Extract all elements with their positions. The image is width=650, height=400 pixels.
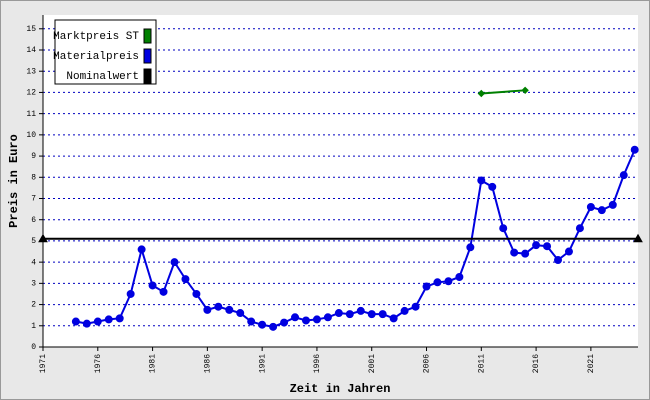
point (564, 247, 573, 256)
point (554, 256, 563, 265)
y-tick-label: 6 (31, 216, 36, 225)
point (543, 242, 552, 251)
x-tick-label: 1981 (149, 354, 158, 373)
legend-swatch (143, 68, 152, 84)
point (477, 176, 486, 185)
point (247, 317, 256, 326)
y-tick-label: 8 (31, 173, 36, 182)
point (499, 224, 508, 233)
point (203, 305, 212, 314)
point (400, 306, 409, 315)
series-line (75, 149, 636, 328)
point (389, 314, 398, 323)
y-tick-label: 12 (26, 89, 36, 98)
point (597, 206, 606, 215)
point (433, 278, 442, 287)
x-tick-label: 1991 (258, 354, 267, 373)
legend-label: Marktpreis ST (53, 31, 139, 43)
y-tick-label: 1 (31, 322, 36, 331)
point (38, 233, 48, 243)
point (71, 317, 80, 326)
point (411, 302, 420, 311)
point (93, 317, 102, 326)
point (477, 89, 486, 98)
point (378, 310, 387, 319)
point (115, 314, 124, 323)
legend: Marktpreis ST Materialpreis Nominalwert (53, 19, 157, 85)
x-tick-label: 1986 (203, 354, 212, 373)
point (280, 318, 289, 327)
point (104, 315, 113, 324)
point (633, 233, 643, 243)
point (159, 287, 168, 296)
y-tick-label: 11 (26, 110, 36, 119)
point (258, 320, 267, 329)
y-tick-label: 7 (31, 195, 36, 204)
point (334, 309, 343, 318)
point (521, 86, 529, 95)
point (444, 277, 453, 286)
x-tick-label: 1976 (94, 354, 103, 373)
point (356, 306, 365, 315)
y-axis-title: Preis in Euro (7, 134, 21, 228)
y-tick-label: 4 (31, 258, 36, 267)
point (367, 310, 376, 319)
y-tick-label: 13 (26, 67, 36, 76)
point (225, 305, 234, 314)
point (488, 182, 497, 191)
point (214, 302, 223, 311)
y-tick-label: 5 (31, 237, 36, 246)
x-tick-label: 2006 (423, 354, 432, 373)
point (521, 249, 530, 258)
point (148, 281, 157, 290)
x-tick-label: 2016 (532, 354, 541, 373)
point (323, 313, 332, 322)
legend-label: Materialpreis (53, 51, 139, 63)
point (630, 145, 639, 154)
legend-box (54, 19, 157, 85)
x-tick-label: 2021 (587, 354, 596, 373)
point (181, 275, 190, 284)
point (586, 202, 595, 211)
point (608, 200, 617, 209)
point (532, 241, 541, 250)
y-tick-label: 9 (31, 152, 36, 161)
point (455, 272, 464, 281)
point (422, 282, 431, 291)
point (575, 224, 584, 233)
point (126, 289, 135, 298)
x-tick-label: 2011 (477, 354, 486, 373)
point (269, 322, 278, 331)
y-tick-label: 15 (26, 25, 36, 34)
point (236, 309, 245, 318)
point (301, 316, 310, 325)
y-tick-label: 0 (31, 343, 36, 352)
x-tick-label: 1996 (313, 354, 322, 373)
point (192, 289, 201, 298)
point (82, 319, 91, 328)
point (170, 258, 179, 267)
x-tick-label: 1971 (39, 354, 48, 373)
point (291, 313, 300, 322)
point (137, 245, 146, 254)
y-tick-label: 14 (26, 46, 36, 55)
point (312, 315, 321, 324)
point (466, 243, 475, 252)
legend-swatch (143, 28, 152, 44)
y-tick-label: 2 (31, 301, 36, 310)
point (345, 310, 354, 319)
y-tick-label: 10 (26, 131, 36, 140)
point (619, 171, 628, 180)
series-line (481, 89, 526, 95)
x-axis-title: Zeit in Jahren (290, 382, 391, 396)
legend-label: Nominalwert (66, 71, 139, 83)
legend-swatch (143, 48, 152, 64)
y-tick-label: 3 (31, 279, 36, 288)
x-tick-label: 2001 (368, 354, 377, 373)
point (510, 248, 519, 257)
